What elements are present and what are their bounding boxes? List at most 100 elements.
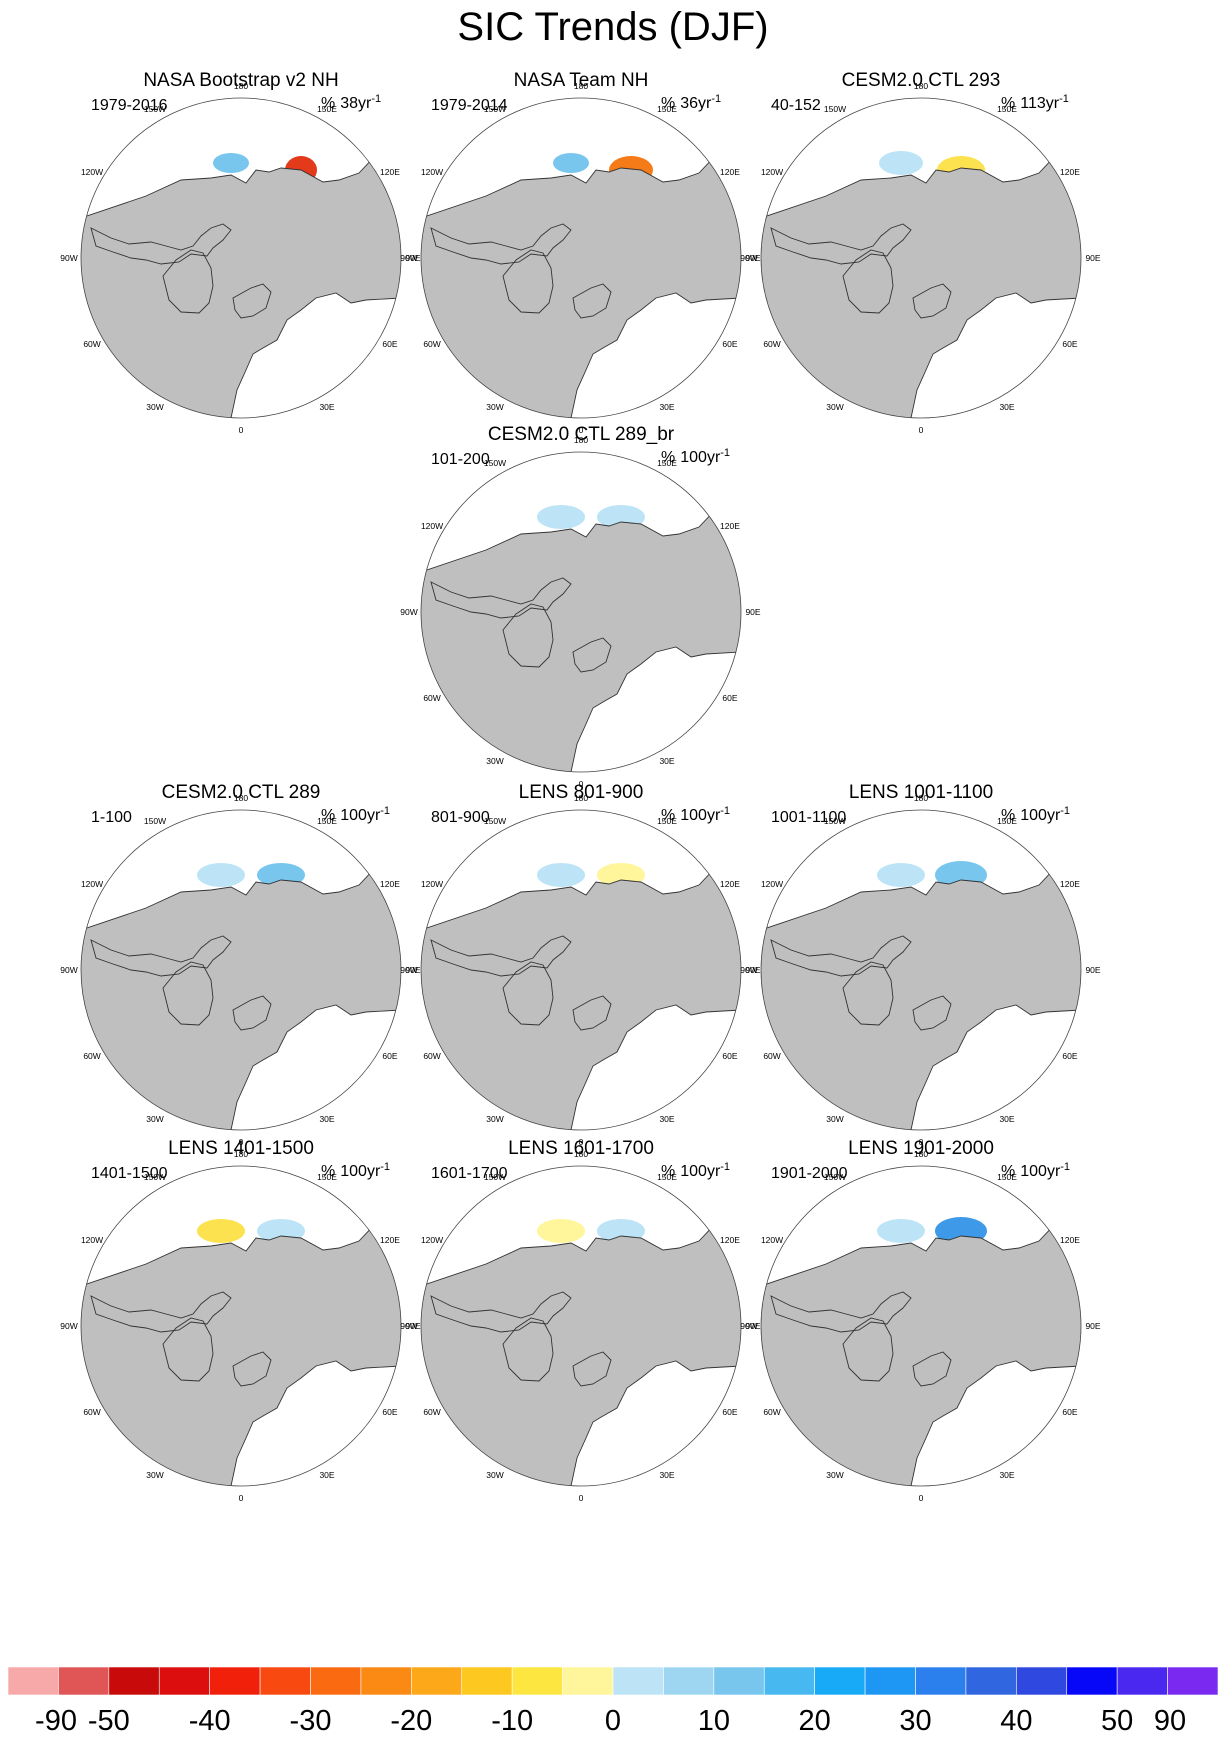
longitude-label: 120W (81, 1235, 103, 1245)
longitude-label: 30W (146, 1470, 163, 1480)
map-contents (81, 98, 401, 418)
panel-scale: % 100yr-1 (321, 805, 390, 824)
colorbar-box (1167, 1666, 1219, 1696)
longitude-label: 0 (239, 425, 244, 435)
map-boundary (420, 97, 742, 419)
longitude-label: 90E (745, 965, 760, 975)
colorbar-box (511, 1666, 563, 1696)
longitude-label: 30W (486, 1470, 503, 1480)
longitude-label: 90W (400, 607, 417, 617)
longitude-label: 180 (234, 793, 248, 803)
longitude-label: 120W (761, 879, 783, 889)
longitude-label: 120W (421, 167, 443, 177)
longitude-label: 180 (914, 81, 928, 91)
longitude-label: 60W (423, 1051, 440, 1061)
units-suffix: yr (707, 1163, 721, 1180)
longitude-label: 120W (421, 521, 443, 531)
colorbar-box (1066, 1666, 1118, 1696)
colorbar-label: -30 (290, 1705, 332, 1737)
longitude-label: 150W (824, 1172, 846, 1182)
panel-period: 1601-1700 (431, 1165, 508, 1182)
colorbar-label: -40 (189, 1705, 231, 1737)
panel-title: LENS 1901-2000 (848, 1138, 994, 1159)
units-exponent: -1 (380, 805, 390, 817)
longitude-label: 0 (579, 1137, 584, 1147)
sic-trend-region (537, 505, 585, 529)
longitude-label: 150E (657, 816, 677, 826)
units-suffix: yr (698, 95, 712, 112)
colorbar-box (108, 1666, 160, 1696)
longitude-label: 90W (400, 965, 417, 975)
longitude-label: 60W (83, 1407, 100, 1417)
longitude-label: 90E (1085, 1321, 1100, 1331)
panel-scale: % 100yr-1 (661, 805, 730, 824)
units-prefix: % (661, 449, 675, 466)
panel-title: LENS 1601-1700 (508, 1138, 654, 1159)
longitude-label: 60E (722, 339, 737, 349)
panel-period: 1901-2000 (771, 1165, 848, 1182)
longitude-label: 120E (720, 167, 740, 177)
longitude-label: 0 (579, 779, 584, 789)
panel-scale: % 100yr-1 (1001, 1161, 1070, 1180)
colorbar-label: 30 (899, 1705, 931, 1737)
longitude-label: 120E (1060, 879, 1080, 889)
longitude-label: 150W (144, 104, 166, 114)
map-boundary (80, 809, 402, 1131)
longitude-label: 30W (826, 1470, 843, 1480)
longitude-label: 150E (997, 104, 1017, 114)
panel-period: 101-200 (431, 451, 490, 468)
map-contents (81, 810, 401, 1130)
units-suffix: yr (1047, 1163, 1061, 1180)
units-suffix: yr (358, 95, 372, 112)
panel-title: CESM2.0 CTL 293 (842, 70, 1001, 91)
units-exponent: -1 (720, 805, 730, 817)
longitude-label: 30E (319, 1470, 334, 1480)
units-suffix: yr (707, 449, 721, 466)
longitude-label: 120W (761, 167, 783, 177)
longitude-label: 0 (919, 425, 924, 435)
longitude-label: 180 (234, 81, 248, 91)
longitude-label: 150W (144, 816, 166, 826)
longitude-label: 90E (745, 607, 760, 617)
panel-title: CESM2.0 CTL 289_br (488, 424, 675, 445)
longitude-label: 30E (659, 756, 674, 766)
colorbar-box (1016, 1666, 1068, 1696)
sic-trend-region (879, 151, 923, 175)
sic-trend-region (213, 153, 249, 173)
panel-title: NASA Bootstrap v2 NH (143, 70, 338, 91)
longitude-label: 60E (382, 1407, 397, 1417)
longitude-label: 120W (81, 167, 103, 177)
longitude-label: 0 (919, 1493, 924, 1503)
longitude-label: 0 (579, 425, 584, 435)
map-contents (81, 1166, 401, 1486)
scale-value: 38 (340, 95, 358, 112)
scale-value: 100 (680, 807, 707, 824)
longitude-label: 60W (763, 1051, 780, 1061)
longitude-label: 90E (745, 253, 760, 263)
longitude-label: 120E (380, 167, 400, 177)
longitude-label: 90E (405, 965, 420, 975)
longitude-label: 0 (239, 1137, 244, 1147)
longitude-label: 60W (763, 1407, 780, 1417)
longitude-label: 180 (914, 793, 928, 803)
panel-period: 1401-1500 (91, 1165, 168, 1182)
panel-scale: % 100yr-1 (1001, 805, 1070, 824)
map-contents (421, 98, 741, 418)
colorbar-box (360, 1666, 412, 1696)
colorbar-box (713, 1666, 765, 1696)
colorbar-box (965, 1666, 1017, 1696)
panel-scale: % 100yr-1 (661, 1161, 730, 1180)
map-contents (421, 1166, 741, 1486)
longitude-label: 90E (1085, 965, 1100, 975)
units-prefix: % (661, 1163, 675, 1180)
colorbar-box (209, 1666, 261, 1696)
colorbar-box (461, 1666, 513, 1696)
colorbar-label: -90 (35, 1705, 77, 1737)
figure-title: SIC Trends (DJF) (457, 5, 768, 49)
longitude-label: 120W (421, 879, 443, 889)
panel-period: 1-100 (91, 809, 132, 826)
longitude-label: 60W (423, 339, 440, 349)
